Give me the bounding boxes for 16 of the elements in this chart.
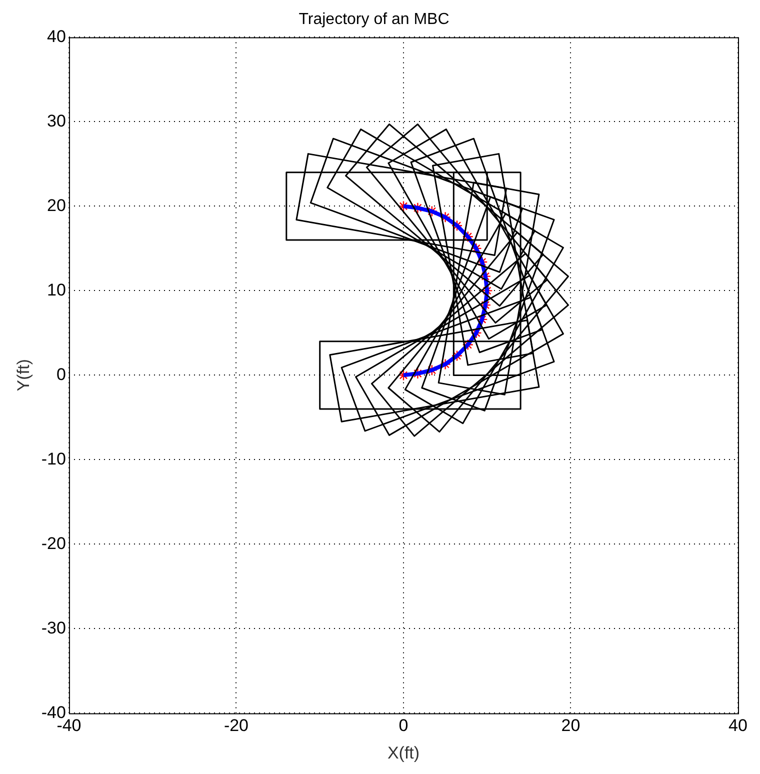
x-tick-label: 0	[398, 716, 408, 736]
x-tick-label: 20	[561, 716, 580, 736]
y-tick-label: 40	[47, 26, 66, 46]
y-tick-label: 30	[47, 111, 66, 130]
x-axis-title: X(ft)	[387, 743, 420, 762]
x-tick-label: -20	[224, 716, 249, 736]
chart-title: Trajectory of an MBC	[298, 11, 450, 28]
y-tick-label: 10	[47, 280, 66, 300]
y-tick-label: -40	[41, 702, 66, 722]
y-tick-label: -10	[41, 449, 66, 468]
y-tick-label: -20	[41, 534, 66, 553]
x-tick-label: 40	[728, 716, 748, 736]
y-axis-title: Y(ft)	[14, 359, 33, 392]
y-tick-label: -30	[41, 618, 66, 638]
y-tick-label: 20	[47, 196, 66, 215]
y-tick-label: 0	[56, 364, 66, 384]
